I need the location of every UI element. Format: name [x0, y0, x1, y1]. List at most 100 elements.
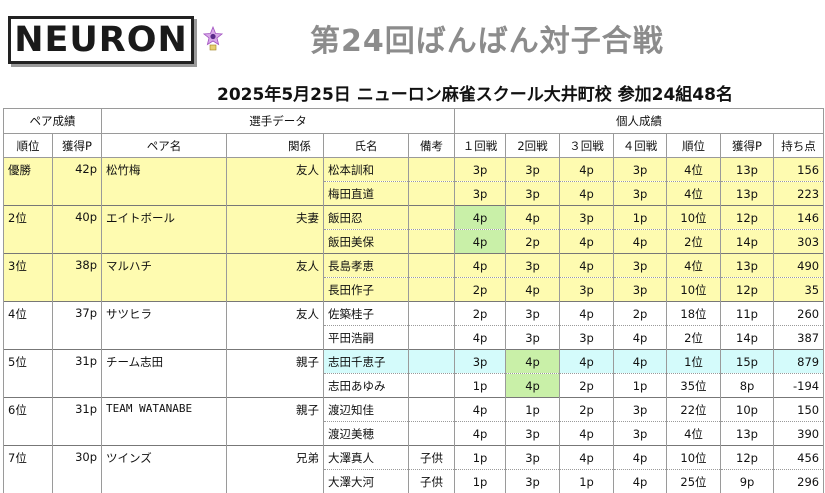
round1-points: 4p — [454, 229, 506, 254]
page-title: 第24回ばんばん対子合戦 — [310, 24, 664, 59]
player-note — [408, 421, 455, 446]
round1-points: 1p — [454, 445, 506, 470]
round4-points: 4p — [613, 349, 667, 374]
individual-rank: 10位 — [666, 445, 721, 470]
col-score: 持ち点 — [772, 133, 825, 158]
player-note — [408, 157, 455, 182]
player-note — [408, 397, 455, 422]
pair-points: 42p — [52, 157, 102, 206]
round3-points: 2p — [559, 397, 614, 422]
event-subtitle: 2025年5月25日 ニューロン麻雀スクール大井町校 参加24組48名 — [217, 85, 733, 105]
star-mascot-icon — [203, 26, 223, 51]
round4-points: 3p — [613, 157, 667, 182]
pair-points: 30p — [52, 445, 102, 493]
pair-name: マルハチ — [101, 253, 227, 302]
individual-score: 35 — [772, 277, 825, 302]
individual-rank: 18位 — [666, 301, 721, 326]
round2-points: 4p — [505, 373, 560, 398]
round4-points: 3p — [613, 181, 667, 206]
round3-points: 3p — [559, 277, 614, 302]
table-row: 志田あゆみ 1p 4p 2p 1p 35位 8p -194 — [4, 373, 825, 398]
player-note — [408, 325, 455, 350]
round2-points: 2p — [505, 229, 560, 254]
table-row: 梅田直道 3p 3p 4p 3p 4位 13p 223 — [4, 181, 825, 206]
round3-points: 4p — [559, 157, 614, 182]
individual-score: 156 — [772, 157, 825, 182]
col-note: 備考 — [408, 133, 455, 158]
round2-points: 3p — [505, 325, 560, 350]
player-name: 平田浩嗣 — [323, 325, 409, 350]
round3-points: 2p — [559, 373, 614, 398]
player-data-header: 選手データ — [101, 108, 455, 134]
round3-points: 1p — [559, 469, 614, 493]
round2-points: 3p — [505, 181, 560, 206]
player-name: 渡辺知佳 — [323, 397, 409, 422]
individual-rank: 10位 — [666, 277, 721, 302]
player-name: 佐築桂子 — [323, 301, 409, 326]
individual-score: 490 — [772, 253, 825, 278]
round3-points: 3p — [559, 205, 614, 230]
round1-points: 4p — [454, 205, 506, 230]
pair-relation: 夫妻 — [226, 205, 324, 254]
round2-points: 3p — [505, 421, 560, 446]
pair-points: 38p — [52, 253, 102, 302]
round4-points: 3p — [613, 253, 667, 278]
round4-points: 3p — [613, 421, 667, 446]
pair-name: サツヒラ — [101, 301, 227, 350]
individual-rank: 4位 — [666, 181, 721, 206]
table-row: 6位 31p TEAM WATANABE 親子 渡辺知佳 4p 1p 2p 3p… — [3, 397, 825, 446]
player-name: 志田あゆみ — [323, 373, 409, 398]
round3-points: 4p — [559, 301, 614, 326]
individual-score: 390 — [772, 421, 825, 446]
group-header-row: ペア成績 選手データ 個人成績 — [3, 108, 825, 134]
pair-rank: 優勝 — [3, 157, 53, 206]
column-header-row: 順位 獲得P ペア名 関係 氏名 備考 １回戦 2回戦 ３回戦 ４回戦 順位 獲… — [3, 133, 825, 158]
player-note — [408, 301, 455, 326]
col-round1: １回戦 — [454, 133, 506, 158]
player-name: 大澤真人 — [323, 445, 409, 470]
individual-points: 13p — [720, 253, 774, 278]
pair-rank: 3位 — [3, 253, 53, 302]
col-ind-rank: 順位 — [666, 133, 721, 158]
individual-points: 11p — [720, 301, 774, 326]
individual-score: 146 — [772, 205, 825, 230]
pair-relation: 友人 — [226, 157, 324, 206]
round3-points: 4p — [559, 421, 614, 446]
round2-points: 3p — [505, 253, 560, 278]
round3-points: 4p — [559, 349, 614, 374]
round2-points: 3p — [505, 445, 560, 470]
pair-rank: 5位 — [3, 349, 53, 398]
individual-points: 12p — [720, 277, 774, 302]
round3-points: 4p — [559, 253, 614, 278]
table-row: 7位 30p ツインズ 兄弟 大澤真人 子供 1p 3p 4p 4p 10位 1… — [3, 445, 825, 493]
player-name: 長田作子 — [323, 277, 409, 302]
player-name: 渡辺美穂 — [323, 421, 409, 446]
col-rank: 順位 — [3, 133, 53, 158]
individual-rank: 2位 — [666, 229, 721, 254]
round2-points: 3p — [505, 469, 560, 493]
individual-score: 150 — [772, 397, 825, 422]
round4-points: 1p — [613, 373, 667, 398]
player-note — [408, 229, 455, 254]
round1-points: 1p — [454, 469, 506, 493]
individual-points: 10p — [720, 397, 774, 422]
individual-score: 296 — [772, 469, 825, 493]
individual-rank: 4位 — [666, 157, 721, 182]
individual-points: 9p — [720, 469, 774, 493]
pair-relation: 親子 — [226, 397, 324, 446]
col-round4: ４回戦 — [613, 133, 667, 158]
table-row: 優勝 42p 松竹梅 友人 松本訓和 3p 3p 4p 3p 4位 13p 15… — [3, 157, 825, 206]
round2-points: 4p — [505, 205, 560, 230]
round1-points: 3p — [454, 181, 506, 206]
table-row: 渡辺美穂 4p 3p 4p 3p 4位 13p 390 — [4, 421, 825, 446]
round4-points: 3p — [613, 277, 667, 302]
round1-points: 4p — [454, 421, 506, 446]
individual-rank: 4位 — [666, 421, 721, 446]
round4-points: 4p — [613, 325, 667, 350]
col-relation: 関係 — [226, 133, 324, 158]
pair-relation: 親子 — [226, 349, 324, 398]
pair-name: TEAM WATANABE — [101, 397, 227, 446]
round3-points: 4p — [559, 445, 614, 470]
individual-rank: 35位 — [666, 373, 721, 398]
pair-results-header: ペア成績 — [3, 108, 102, 134]
